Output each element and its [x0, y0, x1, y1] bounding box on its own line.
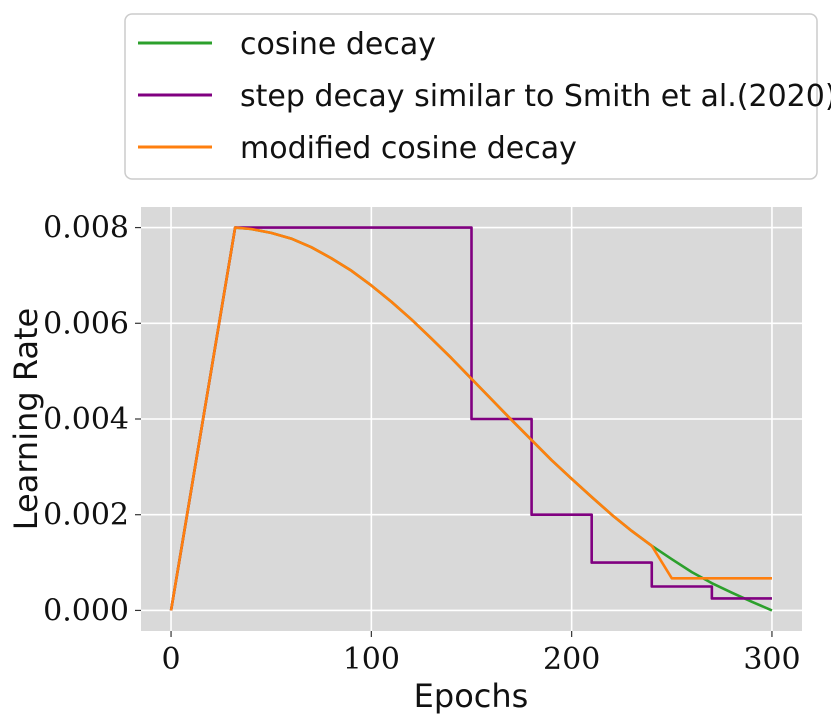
- x-tick-label: 200: [543, 642, 600, 677]
- y-tick-label: 0.002: [43, 498, 129, 533]
- series-lines: [169, 226, 773, 612]
- legend-entry-cosine-decay: cosine decay: [138, 27, 436, 62]
- legend-label-modified-cosine-decay: modified cosine decay: [240, 131, 577, 166]
- y-tick-label: 0.000: [43, 593, 129, 628]
- y-tick-label: 0.008: [43, 211, 129, 246]
- y-tick-label: 0.004: [43, 402, 129, 437]
- series-step-decay: [169, 226, 772, 611]
- series-modified-cosine-decay: [169, 226, 772, 611]
- legend-entry-step-decay: step decay similar to Smith et al.(2020): [138, 79, 831, 114]
- y-axis-ticks: 0.000 0.002 0.004 0.006 0.008: [43, 211, 141, 628]
- x-tick-label: 300: [743, 642, 800, 677]
- legend: cosine decay step decay similar to Smith…: [124, 13, 831, 180]
- legend-label-step-decay: step decay similar to Smith et al.(2020): [240, 79, 831, 114]
- y-tick-label: 0.006: [43, 306, 129, 341]
- legend-label-cosine-decay: cosine decay: [240, 27, 436, 62]
- legend-frame: [124, 13, 818, 180]
- x-tick-label: 100: [343, 642, 400, 677]
- x-axis-label: Epochs: [414, 677, 529, 715]
- x-tick-label: 0: [161, 642, 180, 677]
- y-axis-label: Learning Rate: [7, 308, 45, 530]
- x-axis-ticks: 0 100 200 300: [161, 631, 801, 677]
- legend-entry-modified-cosine-decay: modified cosine decay: [138, 131, 577, 166]
